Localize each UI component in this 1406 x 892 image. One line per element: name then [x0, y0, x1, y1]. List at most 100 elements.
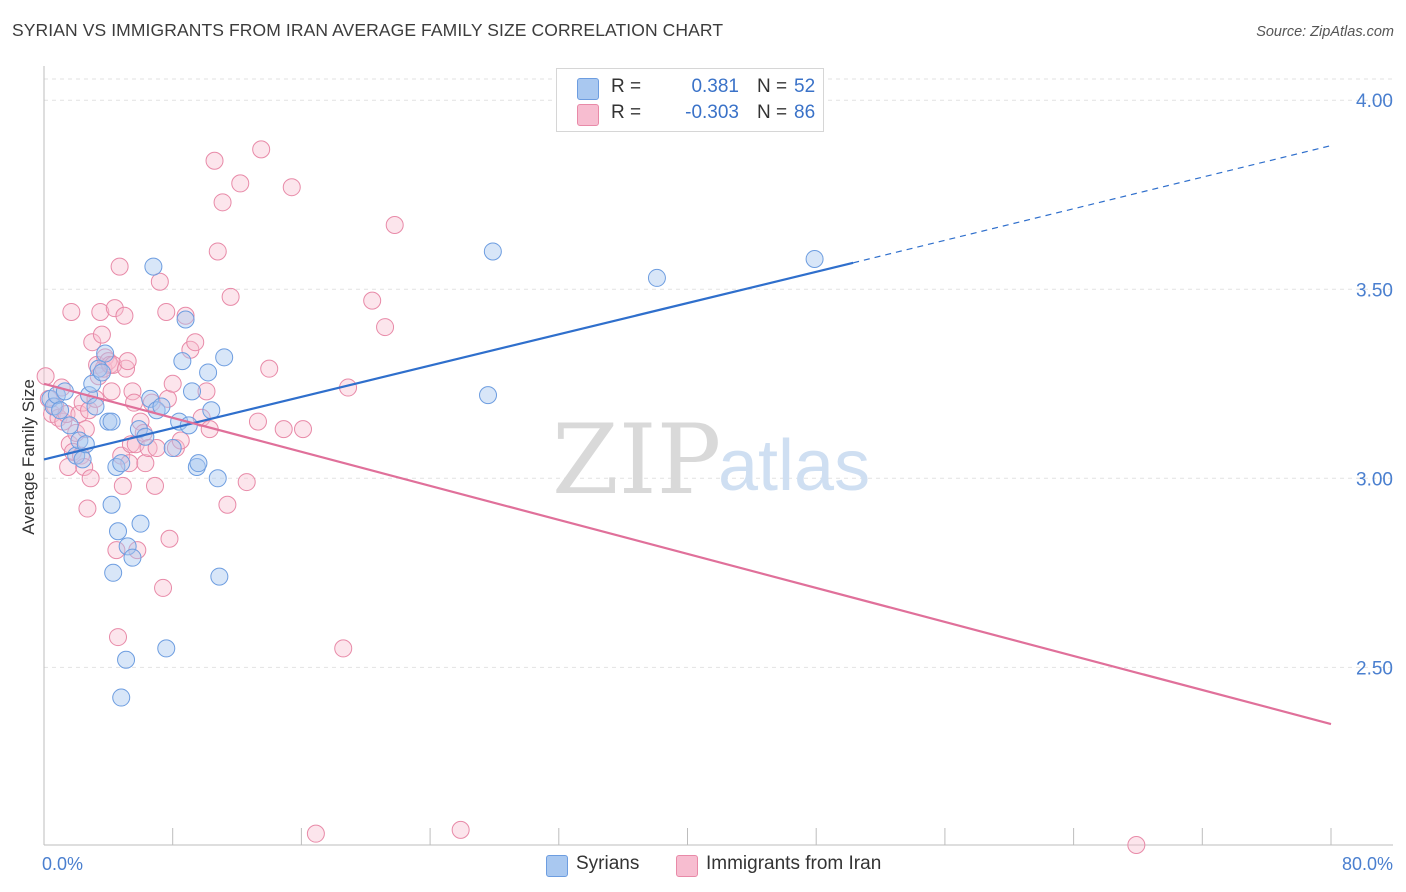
- n-label: N =: [757, 102, 788, 123]
- iran-trend-line: [43, 382, 1332, 726]
- syrians-point: [131, 514, 150, 533]
- legend-swatch-iran: [676, 855, 698, 877]
- axes: [43, 66, 1393, 846]
- x-tick-label: 0.0%: [42, 854, 83, 874]
- iran-point: [252, 140, 271, 159]
- n-value: 86: [794, 102, 816, 123]
- watermark: ZIP atlas: [552, 404, 870, 516]
- iran-point: [248, 412, 267, 431]
- correlation-legend: R = 0.381 N = 52 R = -0.303 N = 86: [556, 68, 824, 132]
- iran-point: [109, 628, 128, 647]
- iran-point: [221, 287, 240, 306]
- syrians-point: [210, 567, 229, 586]
- syrians-point: [123, 548, 142, 567]
- legend-swatch-syrians: [546, 855, 568, 877]
- syrians-point: [102, 412, 121, 431]
- legend-label-iran: Immigrants from Iran: [706, 853, 882, 874]
- syrians-point: [86, 397, 105, 416]
- iran-point: [81, 469, 100, 488]
- syrians-point: [109, 522, 128, 541]
- iran-point: [157, 302, 176, 321]
- r-label: R =: [611, 102, 642, 123]
- iran-point: [274, 420, 293, 439]
- syrians-trend-line: [43, 261, 854, 461]
- syrians-point: [173, 352, 192, 371]
- syrians-point: [479, 386, 498, 405]
- syrians-point: [189, 454, 208, 473]
- x-tick-label: 80.0%: [1342, 854, 1393, 874]
- iran-point: [78, 499, 97, 518]
- syrians-point: [144, 257, 163, 276]
- iran-point: [146, 476, 165, 495]
- y-tick-label: 3.00: [1356, 469, 1393, 490]
- iran-point: [117, 359, 136, 378]
- syrians-point: [199, 363, 218, 382]
- iran-point: [92, 325, 111, 344]
- axis-labels: 2.50 3.00 3.50 4.00 0.0% 80.0% Average Family …: [19, 91, 1393, 874]
- watermark-zip: ZIP: [552, 404, 721, 516]
- syrians-point: [208, 469, 227, 488]
- syrians-point: [647, 268, 666, 287]
- iran-point: [218, 495, 237, 514]
- gridlines: [44, 78, 1393, 668]
- iran-point: [306, 824, 325, 843]
- chart-title: SYRIAN VS IMMIGRANTS FROM IRAN AVERAGE F…: [12, 20, 724, 40]
- iran-point: [205, 151, 224, 170]
- iran-point: [150, 272, 169, 291]
- iran-point: [376, 318, 395, 337]
- r-label: R =: [611, 76, 642, 97]
- syrians-point: [60, 416, 79, 435]
- syrians-point: [157, 639, 176, 658]
- y-tick-label: 4.00: [1356, 91, 1393, 112]
- r-value: -0.303: [685, 102, 739, 123]
- syrians-point: [118, 537, 137, 556]
- iran-point: [136, 454, 155, 473]
- syrians-point: [163, 439, 182, 458]
- iran-point: [186, 333, 205, 352]
- iran-point: [334, 639, 353, 658]
- legend-swatch-iran: [577, 104, 599, 126]
- syrians-point: [51, 401, 70, 420]
- n-label: N =: [757, 76, 788, 97]
- y-tick-label: 2.50: [1356, 658, 1393, 679]
- iran-point: [208, 242, 227, 261]
- iran-point: [160, 529, 179, 548]
- iran-point: [62, 302, 81, 321]
- r-value: 0.381: [691, 76, 739, 97]
- iran-point: [36, 367, 55, 386]
- iran-point: [147, 439, 166, 458]
- iran-point: [176, 306, 195, 325]
- y-tick-label: 3.50: [1356, 280, 1393, 301]
- syrians-point: [176, 310, 195, 329]
- syrians-point: [92, 363, 111, 382]
- source-credit: Source: ZipAtlas.com: [1256, 24, 1394, 40]
- iran-point: [105, 299, 124, 318]
- syrians-point: [129, 420, 148, 439]
- iran-point: [118, 352, 137, 371]
- syrians-trend-extension: [853, 145, 1332, 264]
- syrians-point: [96, 344, 115, 363]
- iran-point: [107, 541, 126, 560]
- syrians-point: [215, 348, 234, 367]
- iran-point: [91, 302, 110, 321]
- legend-label-syrians: Syrians: [576, 853, 640, 874]
- iran-point: [363, 291, 382, 310]
- trend-lines: [43, 145, 1332, 726]
- iran-point: [282, 178, 301, 197]
- syrians-point: [104, 563, 123, 582]
- iran-point: [260, 359, 279, 378]
- iran-point: [451, 820, 470, 839]
- syrians-point: [73, 450, 92, 469]
- data-points: [36, 140, 1146, 854]
- iran-point: [83, 333, 102, 352]
- iran-point: [102, 382, 121, 401]
- iran-point: [294, 420, 313, 439]
- iran-point: [123, 382, 142, 401]
- syrians-point: [102, 495, 121, 514]
- iran-point: [113, 476, 132, 495]
- syrians-point: [805, 250, 824, 269]
- iran-point: [197, 382, 216, 401]
- syrians-point: [117, 650, 136, 669]
- watermark-atlas: atlas: [718, 426, 870, 506]
